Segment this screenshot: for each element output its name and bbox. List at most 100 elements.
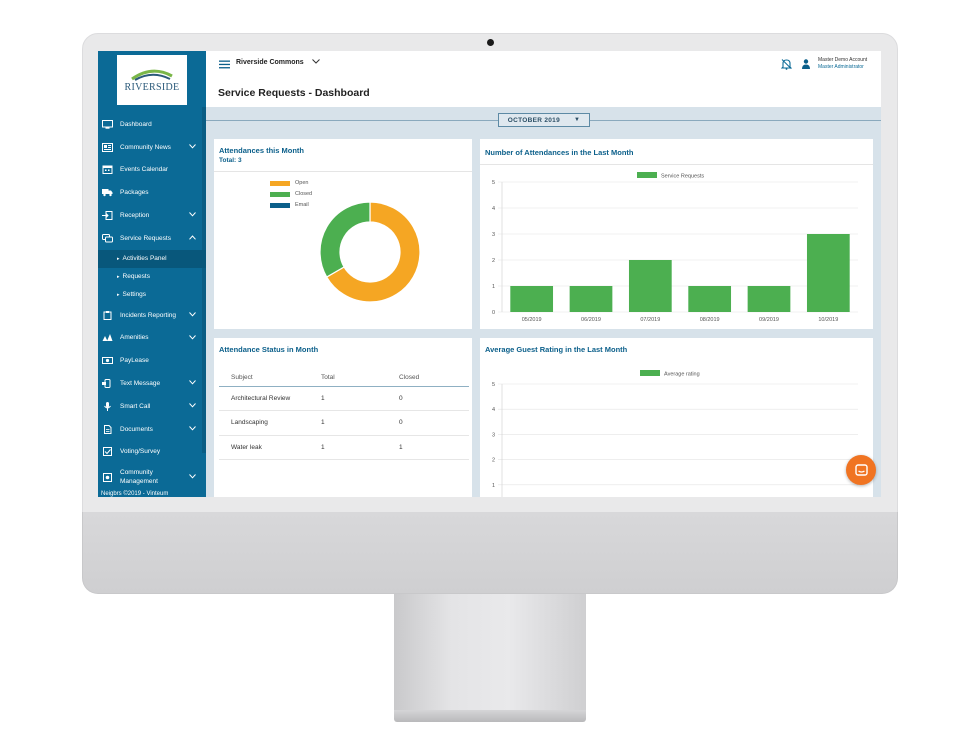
sidebar-item-label: Community Management [120, 468, 158, 486]
legend-label: Closed [295, 191, 313, 197]
sidebar-item-community-management[interactable]: Community Management [98, 463, 206, 491]
panel-title: Average Guest Rating in the Last Month [485, 345, 628, 354]
hamburger-menu-icon[interactable] [219, 60, 230, 69]
sidebar-item-paylease[interactable]: PayLease [98, 349, 206, 372]
sidebar-item-label: Voting/Survey [120, 448, 161, 456]
chevron-down-icon [189, 474, 196, 479]
y-tick-label: 3 [492, 232, 495, 238]
x-tick-label: 06/2019 [581, 317, 601, 323]
sidebar-scrollbar[interactable] [202, 107, 206, 453]
header: Riverside Commons Service Requests - Das… [206, 51, 881, 107]
camera-icon [487, 39, 494, 46]
sidebar-item-label: PayLease [120, 357, 149, 365]
sidebar-item-label: Documents [120, 425, 153, 433]
sidebar-item-voting-survey[interactable]: Voting/Survey [98, 441, 206, 464]
sidebar-item-smart-call[interactable]: Smart Call [98, 395, 206, 418]
truck-icon [102, 188, 113, 197]
sidebar-nav: Dashboard Community News Events Calendar… [98, 113, 206, 491]
sidebar-item-label: Smart Call [120, 402, 151, 410]
money-icon [102, 356, 113, 365]
bar-09-2019 [747, 286, 791, 312]
donut-slice-open [325, 201, 421, 303]
x-tick-label: 07/2019 [640, 317, 660, 323]
site-selector[interactable]: Riverside Commons [236, 59, 320, 66]
chevron-down-icon [189, 143, 196, 149]
document-icon [102, 424, 113, 434]
sidebar-item-incidents-reporting[interactable]: Incidents Reporting [98, 304, 206, 327]
logo[interactable]: RIVERSIDE [117, 55, 187, 105]
logo-mark-icon [131, 69, 173, 81]
y-tick-label: 1 [492, 284, 495, 290]
legend-item-email: Email [270, 202, 309, 208]
legend-swatch [640, 370, 660, 376]
y-tick-label: 4 [492, 407, 495, 413]
sidebar-subitem-label: Activities Panel [122, 255, 167, 263]
sidebar-item-packages[interactable]: Packages [98, 181, 206, 204]
bar-07-2019 [628, 260, 672, 312]
column-header: Closed [387, 369, 469, 387]
panel-attendances-last-month: Number of Attendances in the Last Month … [480, 139, 873, 329]
account-role: Master Administrator [818, 64, 864, 70]
chat-icon [102, 233, 113, 243]
panel-title: Attendance Status in Month [219, 345, 319, 354]
sidebar-subitem-activities-panel[interactable]: ▸ Activities Panel [98, 249, 206, 268]
attendance-total: Total: 3 [219, 157, 242, 164]
sidebar-item-label: Reception [120, 212, 150, 220]
sidebar-item-label: Service Requests [120, 234, 171, 242]
clipboard-icon [102, 310, 113, 320]
table-row[interactable]: Water leak 1 1 [219, 435, 469, 460]
sidebar-item-events-calendar[interactable]: Events Calendar [98, 159, 206, 182]
sidebar-item-service-requests[interactable]: Service Requests [98, 227, 206, 250]
chevron-down-icon [311, 59, 320, 64]
legend-swatch [637, 172, 657, 178]
cell-closed: 0 [387, 410, 469, 436]
legend-label: Average rating [664, 372, 700, 378]
chat-button[interactable] [846, 455, 876, 485]
status-table: Subject Total Closed Architectural Revie… [219, 369, 469, 460]
management-icon [102, 472, 113, 482]
y-tick-label: 0 [492, 310, 495, 316]
legend-item-open: Open [270, 180, 308, 186]
chevron-down-icon [189, 334, 196, 340]
bar-06-2019 [569, 286, 613, 312]
column-header: Subject [219, 369, 309, 387]
sidebar-subitem-label: Settings [122, 291, 147, 299]
panel-attendance-status: Attendance Status in Month Subject Total… [214, 338, 472, 497]
legend-label: Email [295, 202, 309, 208]
cell-total: 1 [309, 410, 387, 436]
y-tick-label: 2 [492, 458, 495, 464]
y-tick-label: 1 [492, 483, 495, 489]
sidebar-item-community-news[interactable]: Community News [98, 136, 206, 159]
sidebar-subitem-label: Requests [122, 273, 150, 281]
cell-subject: Architectural Review [219, 386, 309, 411]
sidebar-item-documents[interactable]: Documents [98, 418, 206, 441]
sidebar-item-amenities[interactable]: Amenities [98, 327, 206, 350]
sidebar-subitem-requests[interactable]: ▸ Requests [98, 268, 206, 286]
chevron-down-icon [189, 212, 196, 217]
legend-swatch [270, 191, 290, 197]
notification-bell-icon[interactable] [781, 58, 792, 70]
table-row[interactable]: Landscaping 1 0 [219, 410, 469, 436]
amenities-icon [102, 333, 113, 342]
y-tick-label: 5 [492, 180, 495, 186]
page-title: Service Requests - Dashboard [218, 87, 370, 99]
sidebar-item-dashboard[interactable]: Dashboard [98, 113, 206, 136]
month-selector[interactable]: OCTOBER 2019 ▼ [498, 113, 590, 127]
phone-icon [102, 379, 113, 389]
mic-icon [102, 401, 113, 411]
donut-chart [319, 201, 421, 303]
table-row[interactable]: Architectural Review 1 0 [219, 386, 469, 411]
y-tick-label: 5 [492, 382, 495, 388]
sidebar-item-text-message[interactable]: Text Message [98, 372, 206, 395]
monitor-icon [102, 119, 113, 129]
bar-08-2019 [688, 286, 732, 312]
chevron-down-icon [189, 380, 196, 385]
account-info[interactable]: Master Demo Account Master Administrator [818, 57, 867, 71]
sidebar-subitem-settings[interactable]: ▸ Settings [98, 286, 206, 304]
y-tick-label: 2 [492, 258, 495, 264]
bar-10-2019 [806, 234, 850, 312]
user-icon[interactable] [802, 59, 810, 69]
sidebar-item-reception[interactable]: Reception [98, 204, 206, 227]
calendar-icon [102, 165, 113, 175]
